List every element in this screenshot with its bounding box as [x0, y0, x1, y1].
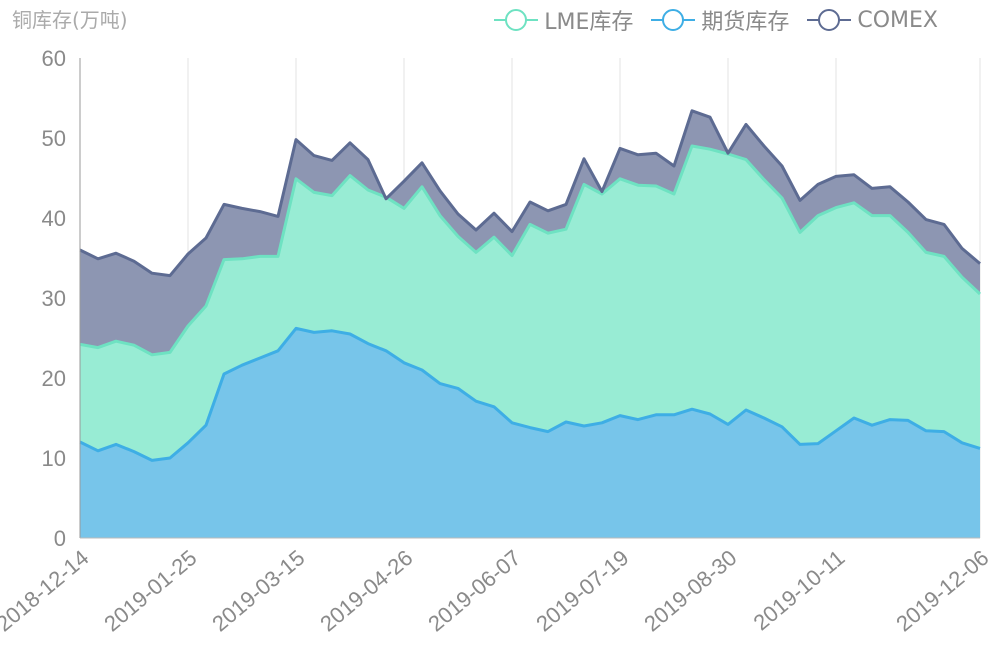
legend-marker-comex-icon: [807, 9, 852, 31]
series-lines: [79, 109, 982, 462]
x-tick-label: 2019-12-06: [891, 545, 993, 636]
x-tick-label: 2019-08-30: [639, 545, 741, 636]
y-tick-label: 0: [54, 526, 66, 551]
y-tick-label: 10: [42, 446, 66, 471]
legend-item-comex[interactable]: COMEX: [807, 8, 938, 33]
y-tick-label: 30: [42, 286, 66, 311]
axes: [79, 58, 980, 539]
area-lme: [80, 146, 980, 461]
x-axis-ticks: 2018-12-14 2019-01-25 2019-03-15 2019-04-26…: [0, 545, 993, 636]
y-tick-label: 60: [42, 46, 66, 71]
area-comex: [80, 110, 980, 355]
y-tick-label: 20: [42, 366, 66, 391]
x-tick-label: 2019-06-07: [423, 545, 525, 636]
x-tick-label: 2019-01-25: [99, 545, 201, 636]
x-tick-label: 2019-03-15: [207, 545, 309, 636]
line-lme: [79, 144, 982, 357]
x-tick-label: 2019-10-11: [748, 545, 849, 635]
x-tick-label: 2019-04-26: [315, 545, 417, 636]
legend-item-lme[interactable]: LME库存: [494, 4, 633, 36]
y-tick-label: 40: [42, 206, 66, 231]
area-layers: [80, 110, 980, 538]
line-comex: [79, 109, 981, 278]
area-futures: [80, 328, 980, 538]
y-axis-title: 铜库存(万吨): [12, 8, 128, 32]
legend-marker-lme-icon: [494, 9, 539, 31]
y-tick-label: 50: [42, 126, 66, 151]
x-tick-label: 2018-12-14: [0, 545, 93, 636]
x-tick-label: 2019-07-19: [531, 545, 633, 636]
legend-marker-futures-icon: [651, 9, 696, 31]
legend-item-futures[interactable]: 期货库存: [651, 4, 789, 36]
legend-label-lme: LME库存: [544, 10, 634, 35]
legend-label-comex: COMEX: [857, 7, 938, 33]
line-futures: [79, 326, 981, 462]
legend-label-futures: 期货库存: [701, 10, 790, 35]
y-axis-ticks: 0 10 20 30 40 50 60: [42, 46, 66, 551]
legend: LME库存 期货库存 COMEX: [494, 4, 938, 36]
